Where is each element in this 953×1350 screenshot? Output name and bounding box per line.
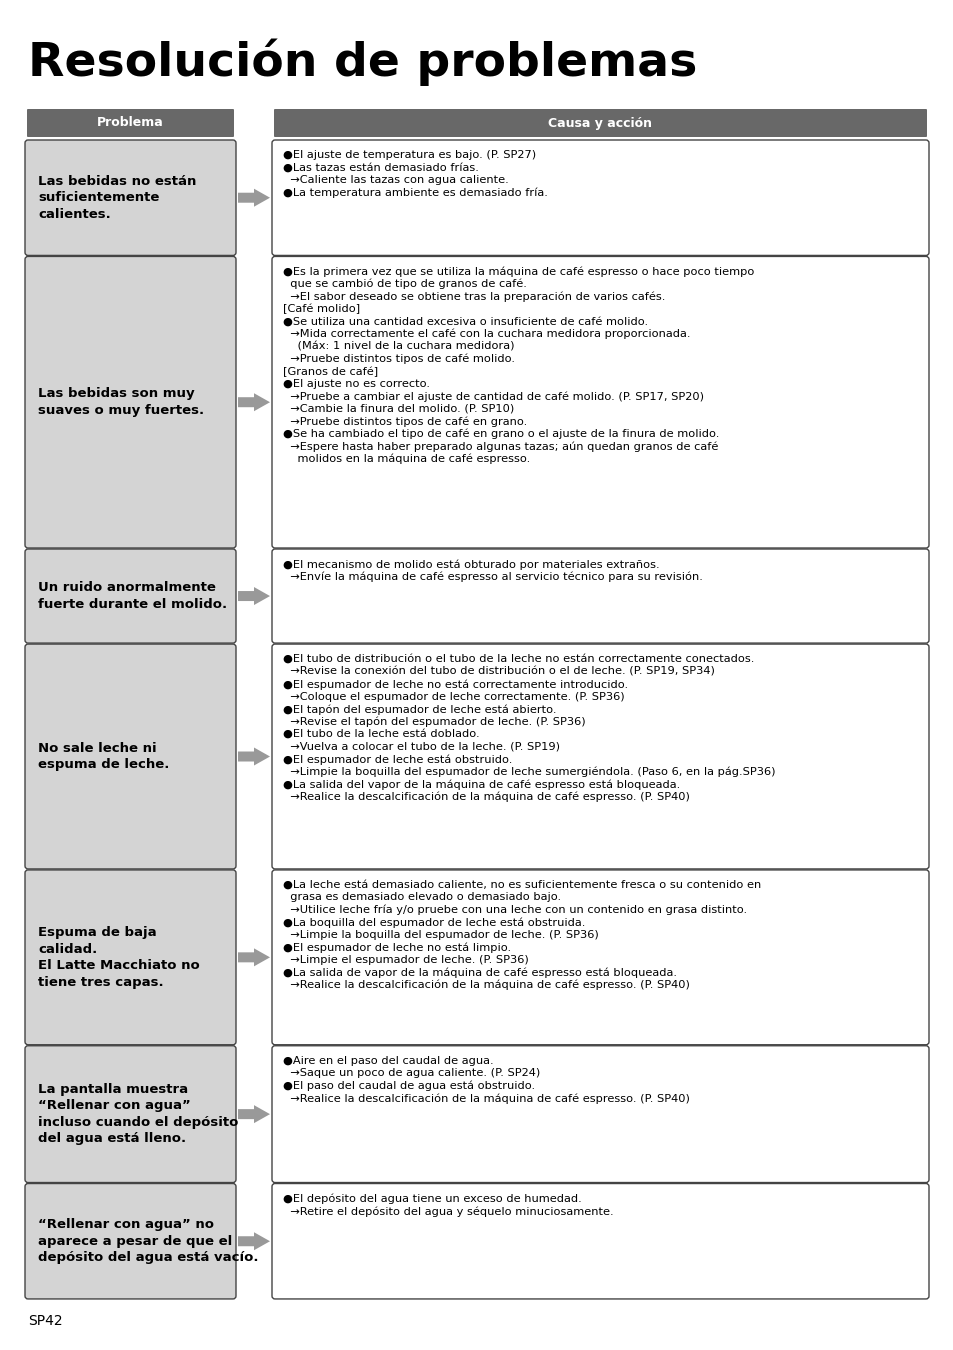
Text: (Máx: 1 nivel de la cuchara medidora): (Máx: 1 nivel de la cuchara medidora) xyxy=(283,342,514,351)
Text: que se cambió de tipo de granos de café.: que se cambió de tipo de granos de café. xyxy=(283,279,526,289)
Text: ●La salida de vapor de la máquina de café espresso está bloqueada.: ●La salida de vapor de la máquina de caf… xyxy=(283,968,677,977)
Text: →Limpie la boquilla del espumador de leche sumergiéndola. (Paso 6, en la pág.SP3: →Limpie la boquilla del espumador de lec… xyxy=(283,767,775,778)
Text: →Limpie el espumador de leche. (P. SP36): →Limpie el espumador de leche. (P. SP36) xyxy=(283,954,528,965)
Text: ●El tubo de distribución o el tubo de la leche no están correctamente conectados: ●El tubo de distribución o el tubo de la… xyxy=(283,655,754,664)
Text: [Granos de café]: [Granos de café] xyxy=(283,366,377,377)
FancyBboxPatch shape xyxy=(272,1184,928,1299)
Text: →El sabor deseado se obtiene tras la preparación de varios cafés.: →El sabor deseado se obtiene tras la pre… xyxy=(283,292,664,302)
Text: →Pruebe distintos tipos de café en grano.: →Pruebe distintos tipos de café en grano… xyxy=(283,416,527,427)
Text: →Coloque el espumador de leche correctamente. (P. SP36): →Coloque el espumador de leche correctam… xyxy=(283,691,624,702)
Text: ●Es la primera vez que se utiliza la máquina de café espresso o hace poco tiempo: ●Es la primera vez que se utiliza la máq… xyxy=(283,266,754,277)
Text: ●El depósito del agua tiene un exceso de humedad.: ●El depósito del agua tiene un exceso de… xyxy=(283,1193,581,1204)
Text: SP42: SP42 xyxy=(28,1314,63,1328)
FancyBboxPatch shape xyxy=(272,256,928,548)
Text: No sale leche ni
espuma de leche.: No sale leche ni espuma de leche. xyxy=(38,741,170,771)
Text: ●La boquilla del espumador de leche está obstruida.: ●La boquilla del espumador de leche está… xyxy=(283,918,585,927)
Text: Las bebidas son muy
suaves o muy fuertes.: Las bebidas son muy suaves o muy fuertes… xyxy=(38,387,204,417)
Text: ●La leche está demasiado caliente, no es suficientemente fresca o su contenido e: ●La leche está demasiado caliente, no es… xyxy=(283,880,760,890)
FancyBboxPatch shape xyxy=(27,109,233,136)
Text: →Realice la descalcificación de la máquina de café espresso. (P. SP40): →Realice la descalcificación de la máqui… xyxy=(283,791,689,802)
Text: ●El paso del caudal de agua está obstruido.: ●El paso del caudal de agua está obstrui… xyxy=(283,1081,535,1091)
Text: ●El tubo de la leche está doblado.: ●El tubo de la leche está doblado. xyxy=(283,729,479,738)
Polygon shape xyxy=(237,1233,270,1250)
Text: Espuma de baja
calidad.
El Latte Macchiato no
tiene tres capas.: Espuma de baja calidad. El Latte Macchia… xyxy=(38,926,199,988)
Text: ●Se utiliza una cantidad excesiva o insuficiente de café molido.: ●Se utiliza una cantidad excesiva o insu… xyxy=(283,316,647,327)
Polygon shape xyxy=(237,393,270,412)
Text: ●El ajuste de temperatura es bajo. (P. SP27): ●El ajuste de temperatura es bajo. (P. S… xyxy=(283,150,536,161)
Text: →Pruebe distintos tipos de café molido.: →Pruebe distintos tipos de café molido. xyxy=(283,354,515,364)
Text: ●El espumador de leche no está correctamente introducido.: ●El espumador de leche no está correctam… xyxy=(283,679,627,690)
FancyBboxPatch shape xyxy=(25,549,235,643)
Text: →Caliente las tazas con agua caliente.: →Caliente las tazas con agua caliente. xyxy=(283,176,508,185)
FancyBboxPatch shape xyxy=(25,140,235,255)
Text: →Envíe la máquina de café espresso al servicio técnico para su revisión.: →Envíe la máquina de café espresso al se… xyxy=(283,571,702,582)
Text: →Pruebe a cambiar el ajuste de cantidad de café molido. (P. SP17, SP20): →Pruebe a cambiar el ajuste de cantidad … xyxy=(283,392,703,402)
Text: Resolución de problemas: Resolución de problemas xyxy=(28,38,697,85)
Text: ●Las tazas están demasiado frías.: ●Las tazas están demasiado frías. xyxy=(283,162,478,173)
Text: ●Aire en el paso del caudal de agua.: ●Aire en el paso del caudal de agua. xyxy=(283,1056,493,1065)
Text: →Revise la conexión del tubo de distribución o el de leche. (P. SP19, SP34): →Revise la conexión del tubo de distribu… xyxy=(283,667,714,676)
Text: ●La salida del vapor de la máquina de café espresso está bloqueada.: ●La salida del vapor de la máquina de ca… xyxy=(283,779,679,790)
Text: ●La temperatura ambiente es demasiado fría.: ●La temperatura ambiente es demasiado fr… xyxy=(283,188,547,198)
Text: grasa es demasiado elevado o demasiado bajo.: grasa es demasiado elevado o demasiado b… xyxy=(283,892,560,902)
Text: Causa y acción: Causa y acción xyxy=(548,116,652,130)
FancyBboxPatch shape xyxy=(25,869,235,1045)
Text: ●El tapón del espumador de leche está abierto.: ●El tapón del espumador de leche está ab… xyxy=(283,705,556,714)
Text: →Revise el tapón del espumador de leche. (P. SP36): →Revise el tapón del espumador de leche.… xyxy=(283,717,585,728)
FancyBboxPatch shape xyxy=(272,1046,928,1183)
Text: ●El mecanismo de molido está obturado por materiales extraños.: ●El mecanismo de molido está obturado po… xyxy=(283,559,659,570)
FancyBboxPatch shape xyxy=(272,869,928,1045)
FancyBboxPatch shape xyxy=(272,140,928,255)
Text: ●Se ha cambiado el tipo de café en grano o el ajuste de la finura de molido.: ●Se ha cambiado el tipo de café en grano… xyxy=(283,429,719,440)
Text: →Vuelva a colocar el tubo de la leche. (P. SP19): →Vuelva a colocar el tubo de la leche. (… xyxy=(283,741,559,752)
Text: →Cambie la finura del molido. (P. SP10): →Cambie la finura del molido. (P. SP10) xyxy=(283,404,514,414)
Text: molidos en la máquina de café espresso.: molidos en la máquina de café espresso. xyxy=(283,454,530,464)
Text: →Realice la descalcificación de la máquina de café espresso. (P. SP40): →Realice la descalcificación de la máqui… xyxy=(283,980,689,991)
Text: →Espere hasta haber preparado algunas tazas; aún quedan granos de café: →Espere hasta haber preparado algunas ta… xyxy=(283,441,718,452)
FancyBboxPatch shape xyxy=(272,644,928,869)
Text: Las bebidas no están
suficientemente
calientes.: Las bebidas no están suficientemente cal… xyxy=(38,174,196,220)
Text: [Café molido]: [Café molido] xyxy=(283,304,359,315)
Text: ●El espumador de leche está obstruido.: ●El espumador de leche está obstruido. xyxy=(283,755,512,764)
FancyBboxPatch shape xyxy=(25,644,235,869)
Text: →Utilice leche fría y/o pruebe con una leche con un contenido en grasa distinto.: →Utilice leche fría y/o pruebe con una l… xyxy=(283,904,746,915)
FancyBboxPatch shape xyxy=(272,549,928,643)
FancyBboxPatch shape xyxy=(25,1046,235,1183)
Text: →Retire el depósito del agua y séquelo minuciosamente.: →Retire el depósito del agua y séquelo m… xyxy=(283,1206,613,1216)
Text: “Rellenar con agua” no
aparece a pesar de que el
depósito del agua está vacío.: “Rellenar con agua” no aparece a pesar d… xyxy=(38,1218,258,1264)
Polygon shape xyxy=(237,748,270,765)
Text: Un ruido anormalmente
fuerte durante el molido.: Un ruido anormalmente fuerte durante el … xyxy=(38,582,227,610)
Text: Problema: Problema xyxy=(97,116,164,130)
Text: →Realice la descalcificación de la máquina de café espresso. (P. SP40): →Realice la descalcificación de la máqui… xyxy=(283,1094,689,1104)
FancyBboxPatch shape xyxy=(274,109,926,136)
Polygon shape xyxy=(237,948,270,967)
Polygon shape xyxy=(237,587,270,605)
Text: →Limpie la boquilla del espumador de leche. (P. SP36): →Limpie la boquilla del espumador de lec… xyxy=(283,930,598,940)
FancyBboxPatch shape xyxy=(25,1184,235,1299)
Text: La pantalla muestra
“Rellenar con agua”
incluso cuando el depósito
del agua está: La pantalla muestra “Rellenar con agua” … xyxy=(38,1083,238,1145)
Text: ●El espumador de leche no está limpio.: ●El espumador de leche no está limpio. xyxy=(283,942,511,953)
Text: →Mida correctamente el café con la cuchara medidora proporcionada.: →Mida correctamente el café con la cucha… xyxy=(283,329,690,339)
Text: →Saque un poco de agua caliente. (P. SP24): →Saque un poco de agua caliente. (P. SP2… xyxy=(283,1068,539,1079)
Polygon shape xyxy=(237,189,270,207)
Polygon shape xyxy=(237,1106,270,1123)
FancyBboxPatch shape xyxy=(25,256,235,548)
Text: ●El ajuste no es correcto.: ●El ajuste no es correcto. xyxy=(283,379,430,389)
